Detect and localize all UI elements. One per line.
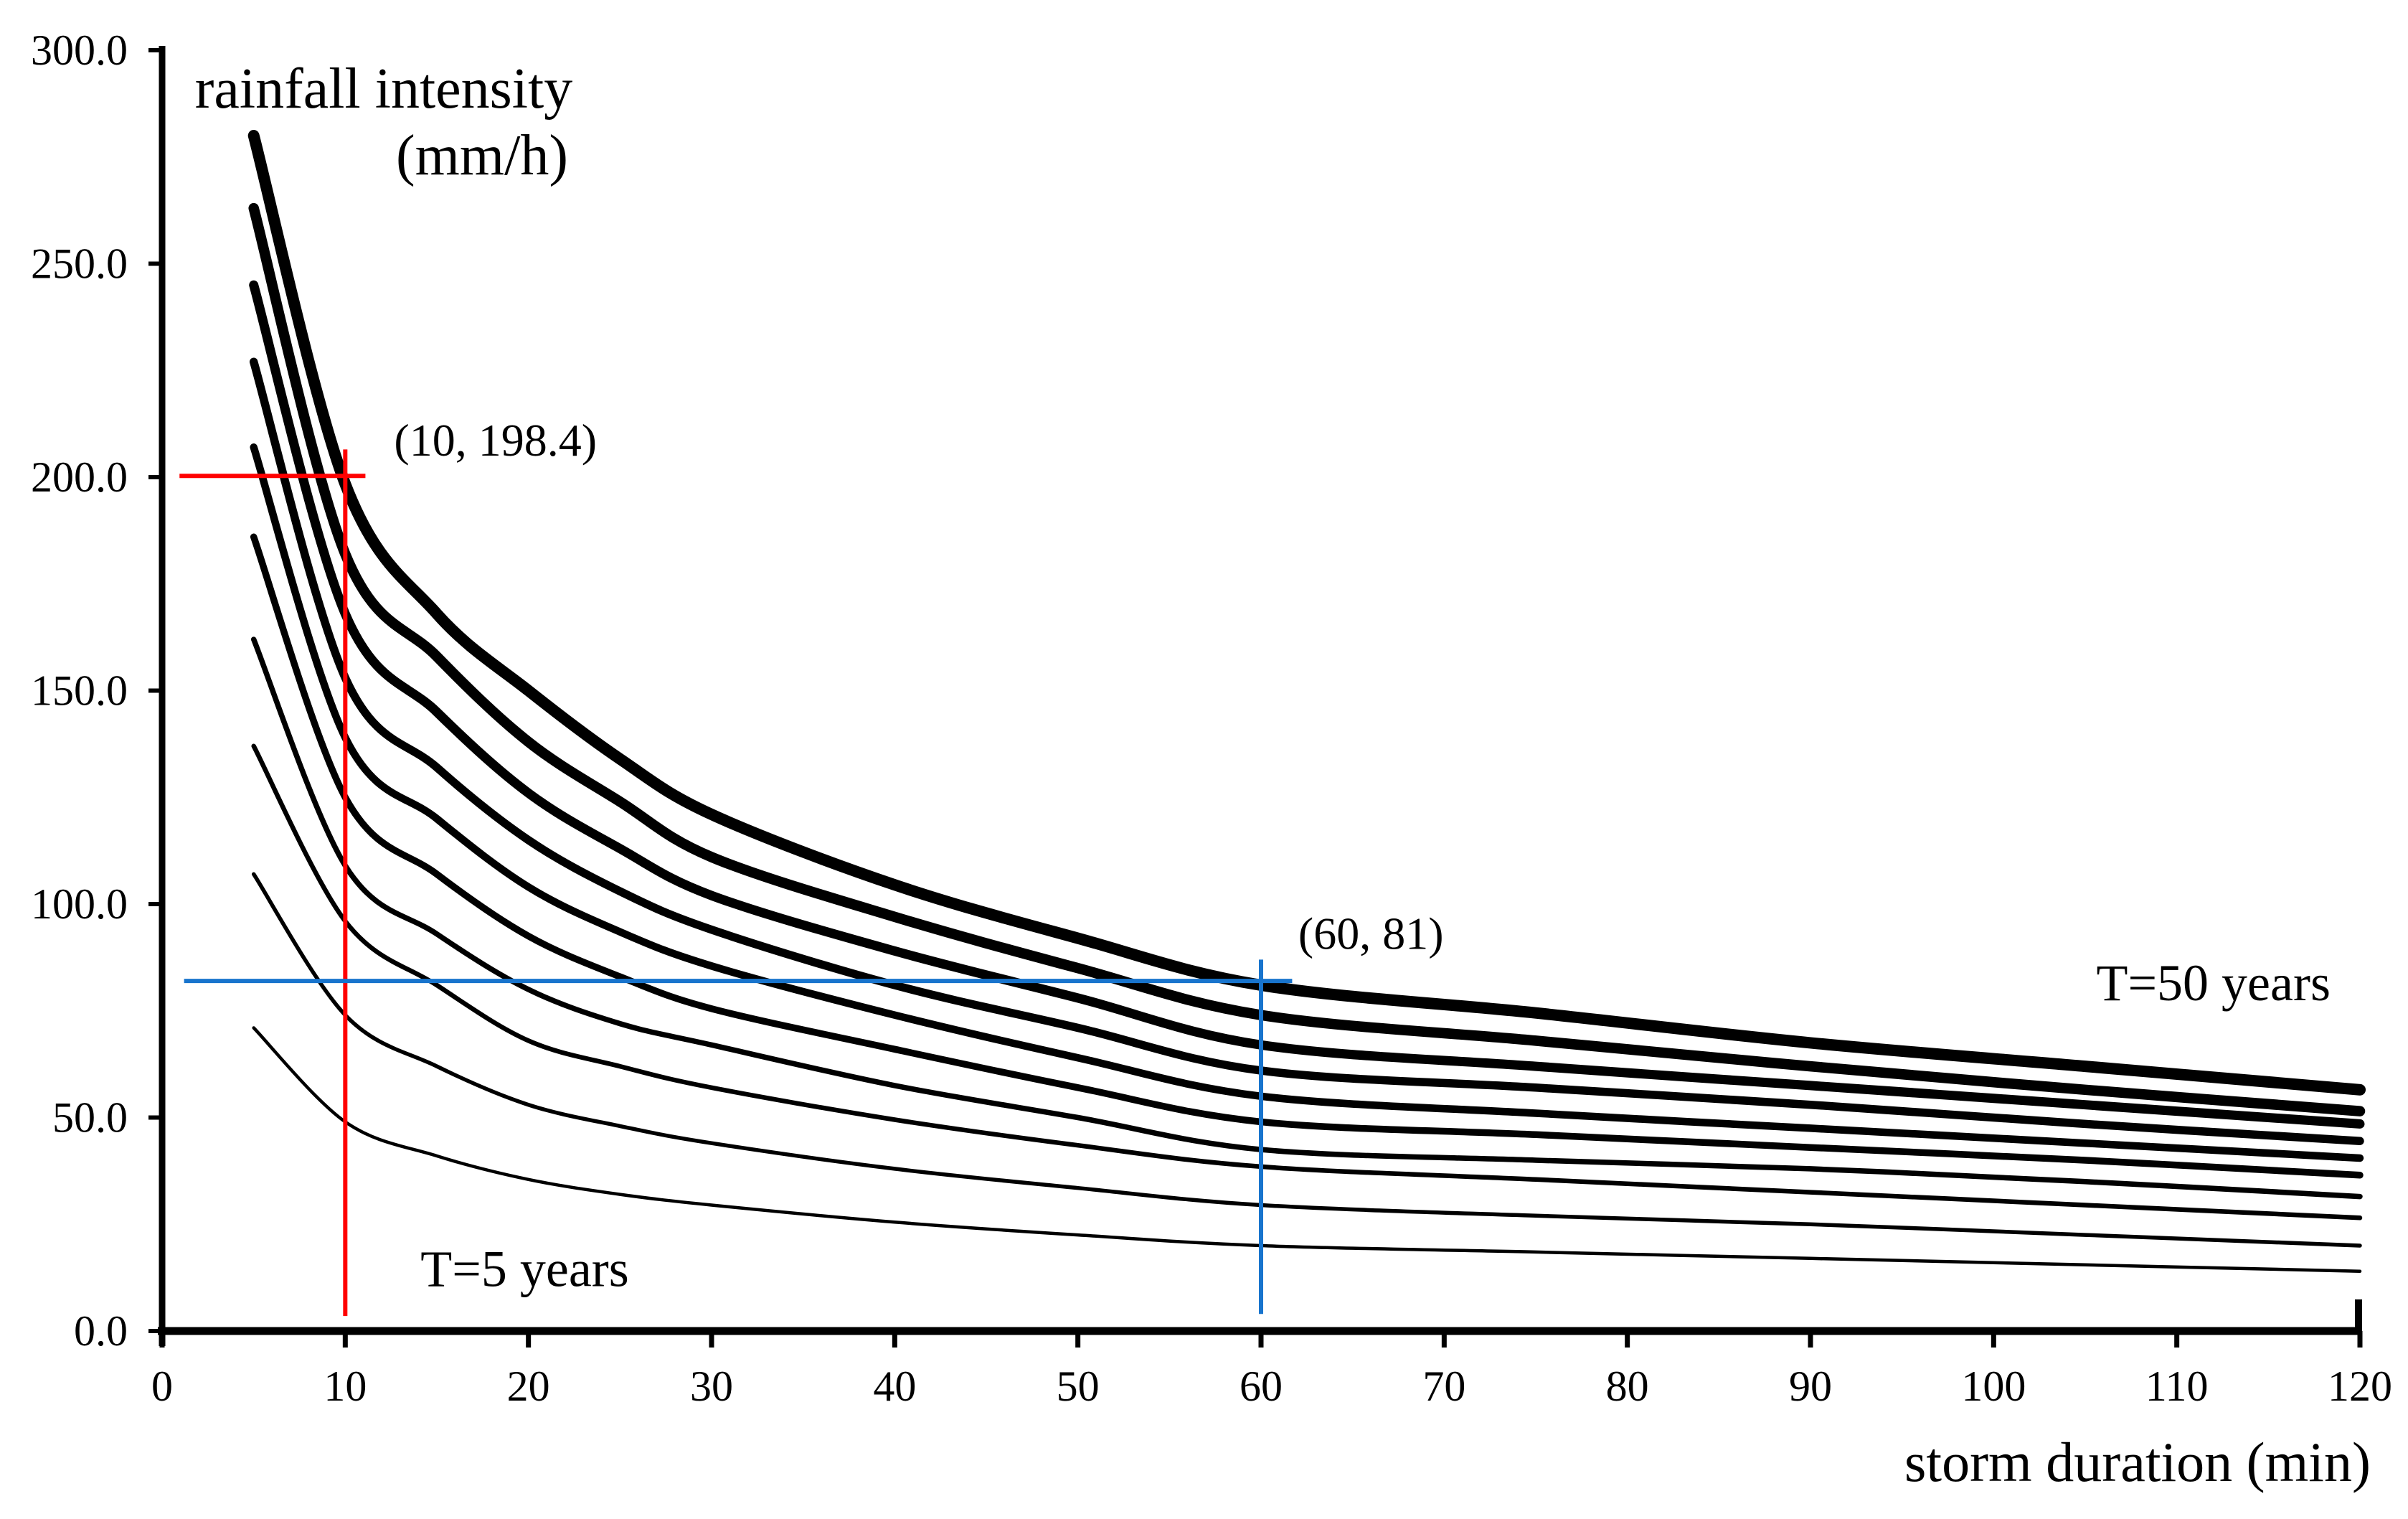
x-tick-label: 50 xyxy=(1057,1363,1100,1410)
y-tick-label: 50.0 xyxy=(52,1094,128,1142)
y-tick-label: 0.0 xyxy=(74,1307,128,1355)
x-tick-label: 120 xyxy=(2328,1363,2392,1410)
y-axis-title-line1: rainfall intensity xyxy=(195,57,573,121)
curve-30yr xyxy=(250,443,2364,1162)
x-tick-label: 30 xyxy=(690,1363,733,1410)
curve-45yr xyxy=(248,202,2366,1116)
x-tick-label: 100 xyxy=(1961,1363,2026,1410)
x-tick-label: 40 xyxy=(873,1363,916,1410)
curve-15yr xyxy=(251,743,2363,1221)
x-ticks: 0 10 20 30 40 50 60 70 80 90 100 110 120 xyxy=(151,1331,2392,1410)
x-tick-label: 60 xyxy=(1240,1363,1283,1410)
curve-40yr xyxy=(249,280,2365,1129)
curve-label-T50: T=50 years xyxy=(2096,954,2331,1012)
x-tick-label: 20 xyxy=(507,1363,550,1410)
y-tick-label: 300.0 xyxy=(31,27,128,74)
y-axis-title-line2: (mm/h) xyxy=(396,124,568,187)
x-tick-label: 90 xyxy=(1789,1363,1832,1410)
y-tick-label: 200.0 xyxy=(31,453,128,501)
curve-10yr xyxy=(251,872,2362,1248)
y-tick-label: 150.0 xyxy=(31,667,128,715)
y-ticks: 300.0 250.0 200.0 150.0 100.0 50.0 0.0 xyxy=(31,27,162,1355)
annotation-label: (60, 81) xyxy=(1298,908,1444,959)
curve-20yr xyxy=(250,636,2363,1200)
annotation-label: (10, 198.4) xyxy=(394,415,597,466)
x-tick-label: 0 xyxy=(151,1363,173,1410)
idf-curves xyxy=(247,130,2366,1273)
curve-50yr xyxy=(247,130,2366,1096)
annotations: (10, 198.4) (60, 81) xyxy=(179,415,1444,1317)
curve-35yr xyxy=(249,357,2364,1145)
curve-5yr xyxy=(252,1026,2362,1273)
y-tick-label: 100.0 xyxy=(31,880,128,928)
y-tick-label: 250.0 xyxy=(31,240,128,288)
x-tick-label: 80 xyxy=(1606,1363,1649,1410)
x-axis-title: storm duration (min) xyxy=(1904,1431,2371,1493)
x-tick-label: 110 xyxy=(2145,1363,2209,1410)
x-tick-label: 10 xyxy=(324,1363,367,1410)
x-tick-label: 70 xyxy=(1422,1363,1465,1410)
curve-25yr xyxy=(250,533,2364,1179)
curve-label-T5: T=5 years xyxy=(420,1241,629,1298)
